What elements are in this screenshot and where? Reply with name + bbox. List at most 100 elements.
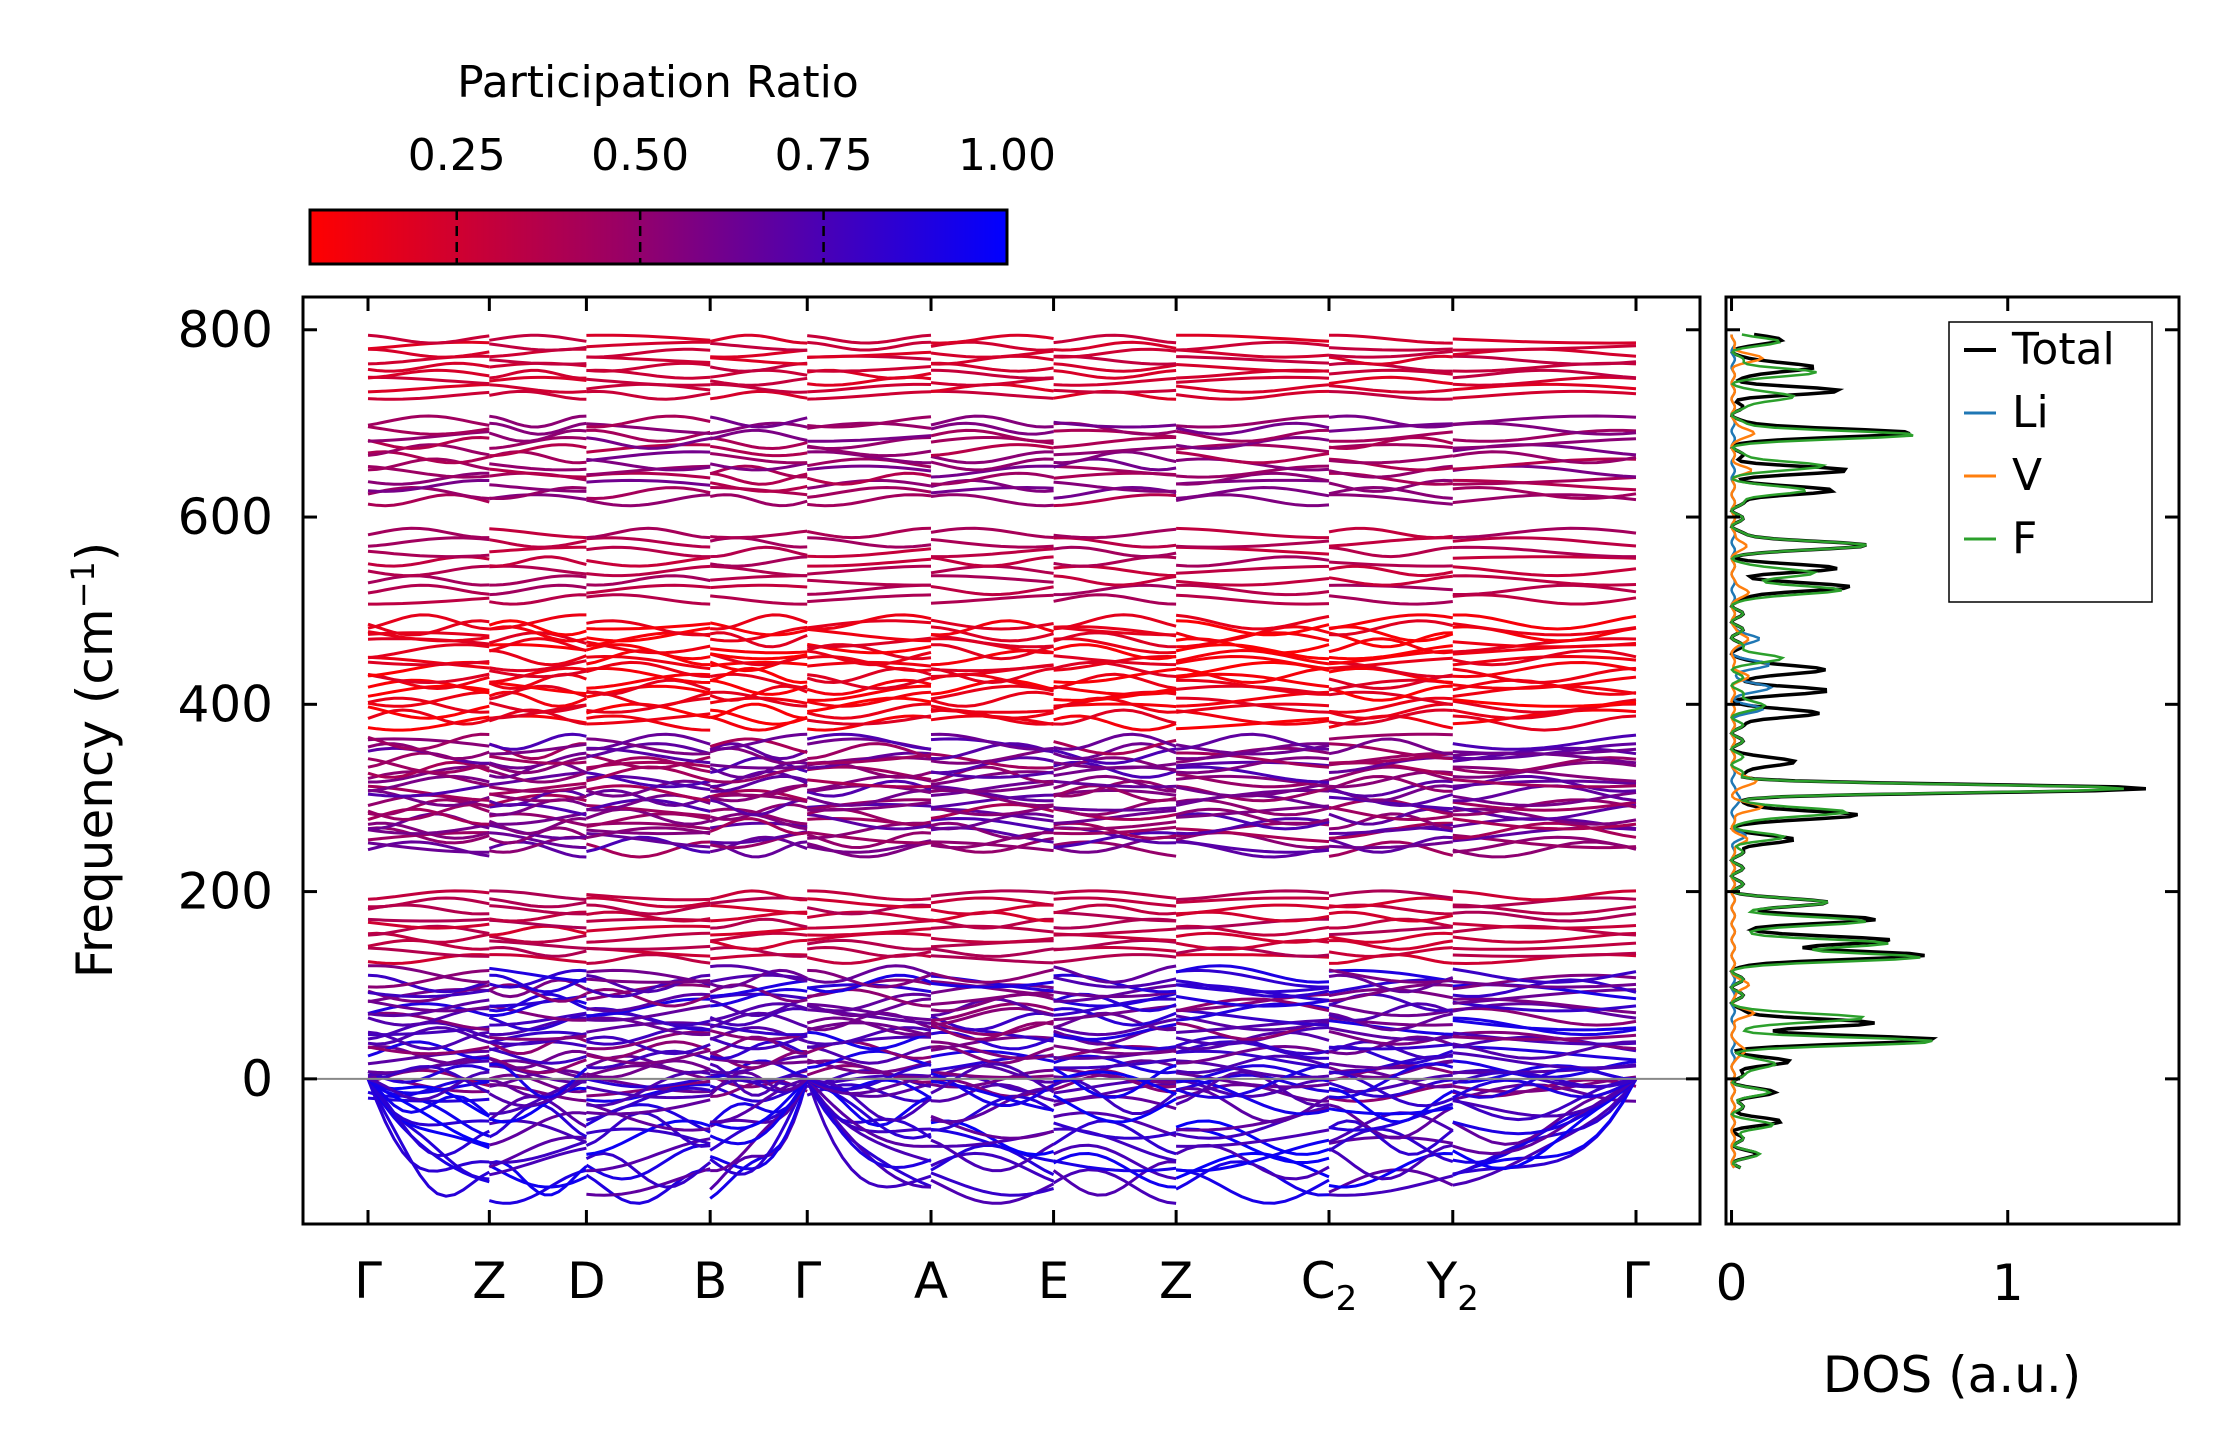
band-line [1328,435,1454,451]
band-line [1053,1066,1177,1084]
band-line [1053,369,1177,380]
band-line [488,1094,588,1129]
band-line [489,659,587,673]
band-line [807,333,932,345]
band-line [1052,1143,1177,1181]
band-line [1328,702,1453,720]
band-line [586,626,711,643]
band-line [1328,637,1453,655]
band-line [1328,1127,1454,1164]
band-line [1053,583,1177,597]
band-line [586,536,711,549]
band-line [586,545,711,559]
band-line [1328,732,1453,741]
band-line [488,789,587,808]
band-line [367,999,490,1013]
band-line [1452,798,1637,817]
band-line [709,415,808,429]
band-line [930,821,1055,840]
band-line [806,1074,932,1096]
dos-x-tick-label: 1 [1992,1254,2024,1312]
band-line [930,804,1054,817]
band-line [710,917,808,930]
band-line [1175,839,1330,854]
band-line [1175,1014,1330,1032]
band-line [1452,988,1637,1005]
band-line [1175,485,1330,500]
band-line [1175,1078,1330,1098]
band-line [1053,667,1177,685]
band-line [709,1011,808,1029]
band-line [489,966,587,983]
band-line [709,742,808,761]
band-line [489,669,587,679]
band-line [1053,779,1177,798]
band-line [488,751,587,770]
band-line [489,358,587,366]
band-line [1328,526,1453,540]
band-line [1328,696,1453,714]
kpath-label: E [1038,1252,1070,1310]
kpath-label: Y2 [1426,1252,1479,1319]
band-line [367,1040,490,1060]
band-line [807,536,932,549]
band-line [1452,526,1637,540]
band-line [709,798,808,817]
band-line [1175,1040,1330,1060]
band-line [709,1029,808,1041]
band-line [1452,714,1637,732]
y-tick-label: 600 [178,488,273,546]
band-line [930,633,1054,649]
band-line [710,545,808,559]
band-line [367,742,490,761]
colorbar-tick-label: 0.75 [775,130,873,181]
band-line [489,421,587,436]
band-line [806,973,932,994]
band-line [489,333,587,343]
band-line [710,471,808,486]
kpath-label: D [567,1252,606,1310]
band-line [709,1040,808,1060]
band-line [710,763,808,770]
band-line [488,769,587,784]
band-line [1053,347,1177,359]
band-line [1452,980,1637,989]
band-line [709,652,808,667]
band-line [1053,927,1177,937]
band-line [807,830,931,845]
band-line [1452,941,1637,951]
band-line [1053,806,1177,812]
band-line [709,461,808,472]
band-line [930,471,1054,486]
band-line [1053,825,1177,836]
band-line [931,389,1054,400]
band-line [489,414,587,429]
band-line [1452,922,1637,930]
band-line [488,816,587,835]
band-line [1053,831,1177,849]
band-line [1452,1019,1637,1032]
band-line [807,742,932,761]
band-line [1328,354,1453,366]
band-line [367,998,490,1018]
band-line [586,340,711,349]
band-line [1176,593,1330,606]
band-line [1052,1168,1177,1205]
band-line [930,1114,1055,1140]
band-line [807,485,932,499]
band-line [367,1049,490,1066]
band-line [586,828,711,836]
band-line [586,640,711,655]
band-line [1328,1040,1454,1060]
band-line [1053,964,1177,984]
band-line [930,1079,1054,1112]
kpath-label: Γ [354,1252,382,1310]
band-line [1452,1051,1637,1070]
band-line [585,788,711,808]
band-line [489,770,587,787]
y-tick-label: 800 [178,301,273,359]
band-line [1328,737,1453,756]
band-line [1452,951,1637,958]
band-line [489,811,587,826]
